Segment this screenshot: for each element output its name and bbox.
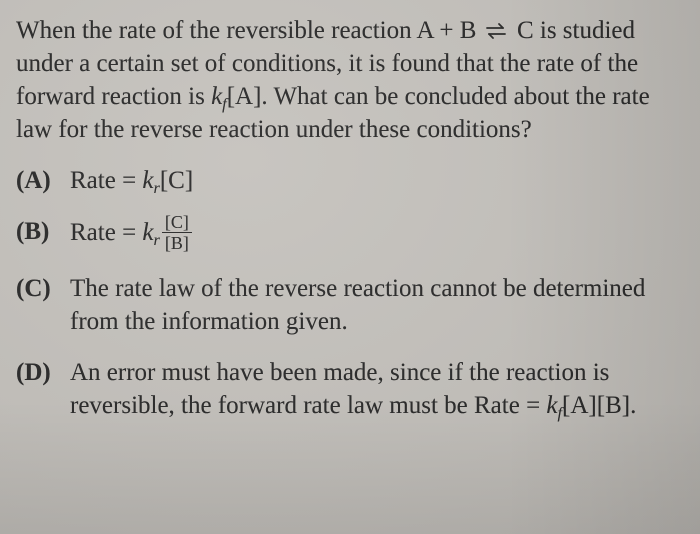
reversible-arrows-icon	[485, 22, 507, 40]
choice-b-fraction: [C][B]	[162, 213, 192, 252]
kf-k: k	[211, 83, 222, 110]
answer-choices: (A) Rate = kr[C] (B) Rate = kr[C][B] (C)…	[16, 164, 682, 422]
choice-c-body: The rate law of the reverse reaction can…	[70, 272, 682, 338]
kf-sub: f	[222, 95, 227, 113]
choice-d: (D) An error must have been made, since …	[16, 356, 682, 422]
choice-b-ksub: r	[154, 231, 160, 249]
choice-d-pre: An error must have been made, since if t…	[70, 359, 609, 419]
choice-c-label: (C)	[16, 272, 70, 305]
choice-b-label: (B)	[16, 215, 70, 248]
choice-a-ksub: r	[154, 179, 160, 197]
choice-a-k: k	[142, 167, 153, 194]
choice-b-num: [C]	[162, 213, 192, 233]
question-stem: When the rate of the reversible reaction…	[16, 14, 682, 146]
choice-d-body: An error must have been made, since if t…	[70, 356, 682, 422]
question-page: When the rate of the reversible reaction…	[0, 0, 700, 458]
choice-a-body: Rate = kr[C]	[70, 164, 682, 197]
stem-part-1: When the rate of the reversible reaction…	[16, 17, 483, 44]
choice-c: (C) The rate law of the reverse reaction…	[16, 272, 682, 338]
choice-d-br: [A][B].	[562, 392, 636, 419]
choice-b-body: Rate = kr[C][B]	[70, 215, 682, 254]
choice-b: (B) Rate = kr[C][B]	[16, 215, 682, 254]
choice-a-lead: Rate =	[70, 167, 142, 194]
choice-b-k: k	[142, 219, 153, 246]
choice-a-br: [C]	[160, 167, 193, 194]
choice-a-label: (A)	[16, 164, 70, 197]
choice-b-den: [B]	[162, 233, 192, 252]
kf-bracket: [A]	[227, 83, 262, 110]
choice-d-label: (D)	[16, 356, 70, 389]
choice-a: (A) Rate = kr[C]	[16, 164, 682, 197]
choice-d-k: k	[546, 392, 557, 419]
choice-b-lead: Rate =	[70, 219, 142, 246]
choice-d-ksub: f	[558, 404, 563, 422]
